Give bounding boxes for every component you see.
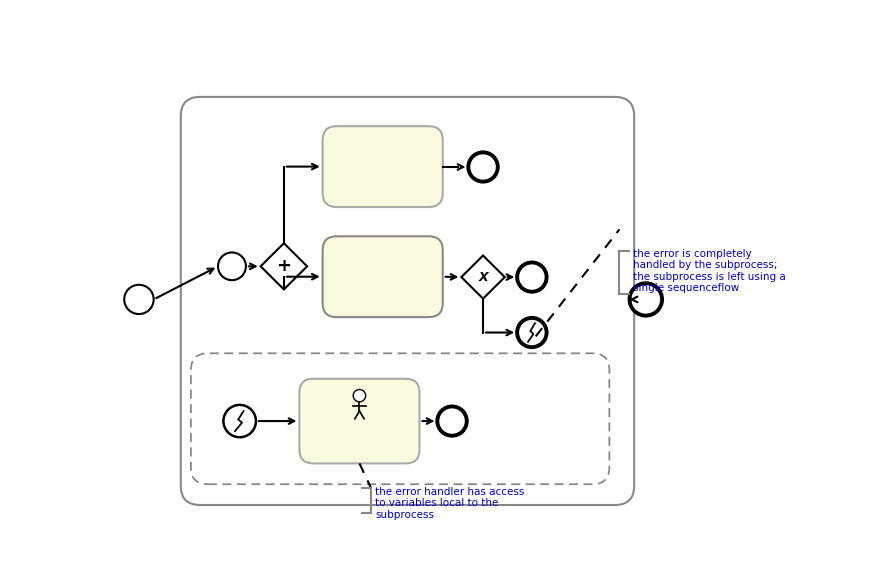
Text: X: X xyxy=(478,271,488,283)
Circle shape xyxy=(353,389,365,402)
Circle shape xyxy=(630,283,662,315)
Circle shape xyxy=(218,252,246,280)
Text: +: + xyxy=(276,257,292,275)
Circle shape xyxy=(517,318,547,347)
FancyBboxPatch shape xyxy=(322,236,442,317)
Circle shape xyxy=(517,262,547,292)
Circle shape xyxy=(437,406,467,436)
Circle shape xyxy=(223,405,256,437)
Polygon shape xyxy=(261,243,307,289)
Text: the error is completely
handled by the subprocess;
the subprocess is left using : the error is completely handled by the s… xyxy=(632,248,786,293)
Circle shape xyxy=(469,152,498,182)
Circle shape xyxy=(124,285,153,314)
FancyBboxPatch shape xyxy=(300,379,420,463)
FancyBboxPatch shape xyxy=(180,97,634,505)
FancyBboxPatch shape xyxy=(191,353,610,484)
FancyBboxPatch shape xyxy=(322,126,442,207)
Text: the error handler has access
to variables local to the
subprocess: the error handler has access to variable… xyxy=(375,487,525,519)
Polygon shape xyxy=(462,255,505,298)
